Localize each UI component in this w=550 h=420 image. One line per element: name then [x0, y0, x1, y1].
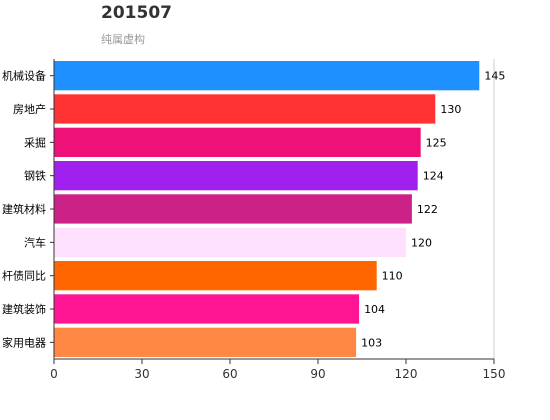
data-label: 110 [382, 270, 403, 283]
y-tick-label: 汽车 [24, 235, 46, 249]
y-tick-label: 房地产 [13, 102, 46, 116]
x-tick-label: 0 [50, 367, 58, 381]
data-label: 125 [426, 136, 447, 149]
x-tick-label: 60 [222, 367, 237, 381]
data-label: 104 [364, 303, 385, 316]
bar [54, 294, 360, 324]
y-tick-label: 采掘 [24, 135, 46, 149]
bar [54, 261, 377, 291]
x-tick-label: 30 [134, 367, 149, 381]
y-tick-label: 杆债同比 [2, 269, 46, 283]
data-label: 124 [423, 170, 444, 183]
y-tick-label: 机械设备 [2, 69, 46, 83]
data-label: 103 [361, 336, 382, 349]
bar [54, 327, 357, 357]
data-label: 130 [440, 103, 461, 116]
x-tick-label: 120 [395, 367, 418, 381]
bar [54, 94, 436, 124]
bar [54, 61, 480, 91]
y-tick-label: 钢铁 [24, 170, 46, 183]
bar [54, 194, 412, 224]
bar [54, 127, 421, 157]
x-tick-label: 90 [310, 367, 325, 381]
data-label: 145 [484, 70, 505, 83]
chart-title: 201507 [101, 3, 172, 23]
data-label: 120 [411, 236, 432, 249]
x-tick-label: 150 [483, 367, 506, 381]
y-tick-label: 建筑装饰 [2, 302, 46, 316]
y-tick-label: 家用电器 [2, 335, 46, 349]
bar [54, 227, 406, 257]
y-tick-label: 建筑材料 [2, 202, 46, 216]
data-label: 122 [417, 203, 438, 216]
chart-subtitle: 纯属虚构 [101, 33, 145, 46]
bar [54, 161, 418, 191]
